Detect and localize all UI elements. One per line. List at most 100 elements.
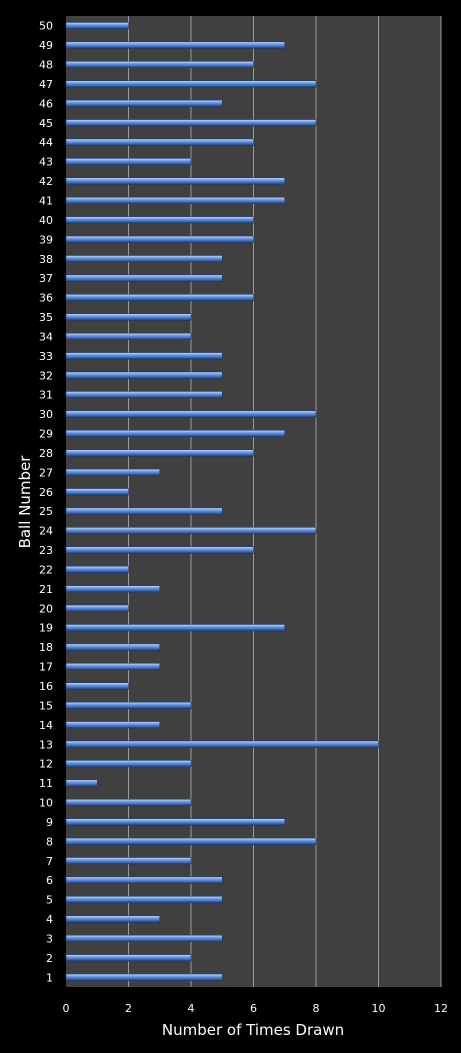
y-tick-label: 28 xyxy=(39,447,53,460)
y-tick-label: 44 xyxy=(39,136,53,149)
y-tick-label: 30 xyxy=(39,408,53,421)
bar-ball-14 xyxy=(65,721,160,729)
y-tick-label: 22 xyxy=(39,563,53,576)
y-tick-label: 34 xyxy=(39,330,53,343)
bar-ball-17 xyxy=(65,663,160,671)
y-tick-label: 27 xyxy=(39,466,53,479)
y-tick-label: 21 xyxy=(39,583,53,596)
y-tick-label: 6 xyxy=(46,874,53,887)
bar-ball-5 xyxy=(65,896,223,904)
y-axis-title: Ball Number xyxy=(16,455,34,549)
x-tick-label: 8 xyxy=(313,1002,320,1015)
x-tick-label: 10 xyxy=(372,1002,386,1015)
bar-ball-33 xyxy=(65,352,223,360)
bar-ball-45 xyxy=(65,119,317,127)
bar-ball-9 xyxy=(65,818,285,826)
x-tick-label: 12 xyxy=(434,1002,448,1015)
x-tick-label: 2 xyxy=(125,1002,132,1015)
y-tick-label: 15 xyxy=(39,699,53,712)
bar-ball-34 xyxy=(65,332,192,340)
y-tick-label: 39 xyxy=(39,233,53,246)
bar-ball-30 xyxy=(65,410,317,418)
y-tick-label: 11 xyxy=(39,777,53,790)
y-tick-label: 2 xyxy=(46,952,53,965)
bar-ball-11 xyxy=(65,779,98,787)
bar-ball-21 xyxy=(65,585,160,593)
y-tick-label: 41 xyxy=(39,194,53,207)
bar-ball-28 xyxy=(65,449,254,457)
y-tick-label: 26 xyxy=(39,486,53,499)
y-tick-label: 14 xyxy=(39,719,53,732)
bar-ball-19 xyxy=(65,624,285,632)
bar-ball-48 xyxy=(65,61,254,69)
y-tick-label: 32 xyxy=(39,369,53,382)
bar-ball-32 xyxy=(65,371,223,379)
y-tick-label: 29 xyxy=(39,428,53,441)
y-tick-label: 49 xyxy=(39,39,53,52)
bar-ball-47 xyxy=(65,80,317,88)
y-tick-label: 47 xyxy=(39,78,53,91)
bar-ball-49 xyxy=(65,41,285,49)
bar-ball-13 xyxy=(65,740,379,748)
y-tick-label: 9 xyxy=(46,816,53,829)
bar-ball-18 xyxy=(65,643,160,651)
y-tick-label: 20 xyxy=(39,602,53,615)
bar-ball-38 xyxy=(65,255,223,263)
bar-ball-7 xyxy=(65,857,192,865)
bar-ball-15 xyxy=(65,701,192,709)
y-tick-label: 45 xyxy=(39,117,53,130)
bar-ball-22 xyxy=(65,565,129,573)
y-tick-label: 10 xyxy=(39,797,53,810)
y-tick-label: 40 xyxy=(39,214,53,227)
bar-ball-31 xyxy=(65,391,223,399)
bar-ball-29 xyxy=(65,430,285,438)
bar-ball-16 xyxy=(65,682,129,690)
bar-ball-46 xyxy=(65,99,223,107)
bar-ball-35 xyxy=(65,313,192,321)
y-tick-label: 48 xyxy=(39,59,53,72)
bar-ball-36 xyxy=(65,294,254,302)
y-tick-label: 8 xyxy=(46,835,53,848)
bar-ball-26 xyxy=(65,488,129,496)
y-tick-label: 7 xyxy=(46,855,53,868)
bar-ball-37 xyxy=(65,274,223,282)
bar-ball-24 xyxy=(65,527,317,535)
y-tick-label: 16 xyxy=(39,680,53,693)
y-tick-label: 4 xyxy=(46,913,53,926)
y-tick-label: 17 xyxy=(39,661,53,674)
bar-ball-39 xyxy=(65,235,254,243)
y-tick-label: 19 xyxy=(39,622,53,635)
y-tick-label: 3 xyxy=(46,932,53,945)
bar-ball-43 xyxy=(65,158,192,166)
bar-ball-44 xyxy=(65,138,254,146)
bar-ball-50 xyxy=(65,22,129,30)
bar-ball-41 xyxy=(65,196,285,204)
y-tick-label: 18 xyxy=(39,641,53,654)
y-tick-label: 12 xyxy=(39,758,53,771)
y-tick-label: 36 xyxy=(39,292,53,305)
y-tick-label: 25 xyxy=(39,505,53,518)
bar-ball-8 xyxy=(65,837,317,845)
bar-ball-23 xyxy=(65,546,254,554)
bar-ball-27 xyxy=(65,468,160,476)
y-tick-label: 5 xyxy=(46,894,53,907)
y-tick-label: 43 xyxy=(39,156,53,169)
x-tick-label: 4 xyxy=(188,1002,195,1015)
y-tick-label: 1 xyxy=(46,971,53,984)
bar-ball-1 xyxy=(65,973,223,981)
x-tick-label: 6 xyxy=(250,1002,257,1015)
y-tick-label: 35 xyxy=(39,311,53,324)
y-tick-label: 31 xyxy=(39,389,53,402)
x-axis-title: Number of Times Drawn xyxy=(162,1021,344,1039)
y-tick-label: 23 xyxy=(39,544,53,557)
y-tick-label: 37 xyxy=(39,272,53,285)
y-tick-label: 38 xyxy=(39,253,53,266)
bar-ball-25 xyxy=(65,507,223,515)
bar-ball-2 xyxy=(65,954,192,962)
bar-ball-10 xyxy=(65,799,192,807)
y-tick-label: 13 xyxy=(39,738,53,751)
y-tick-label: 33 xyxy=(39,350,53,363)
bar-ball-3 xyxy=(65,934,223,942)
bar-ball-20 xyxy=(65,604,129,612)
